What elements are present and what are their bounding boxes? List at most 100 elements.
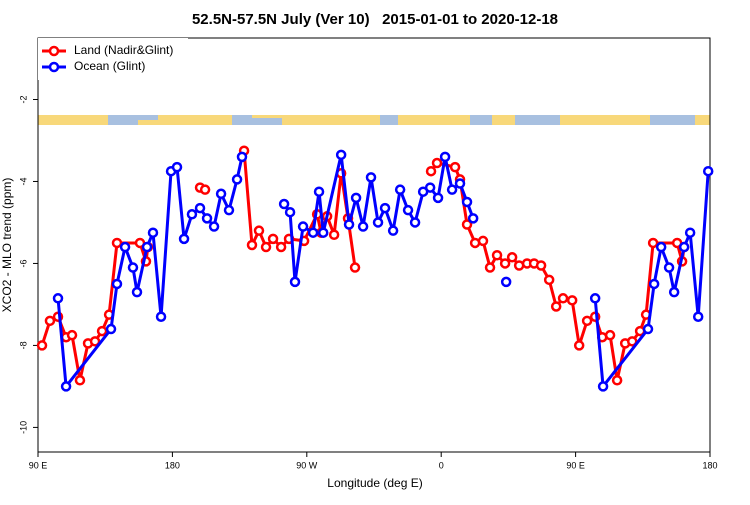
data-point: [387, 225, 399, 236]
data-point: [317, 227, 329, 238]
legend-marker: [48, 61, 60, 73]
data-point: [350, 192, 362, 204]
data-point: [284, 206, 296, 218]
data-point: [535, 260, 547, 271]
data-point: [581, 315, 593, 327]
data-point: [231, 174, 243, 185]
data-point: [155, 311, 167, 322]
data-point: [119, 241, 131, 253]
data-point: [589, 293, 601, 304]
data-point: [461, 196, 473, 208]
data-point: [260, 241, 272, 253]
series-line: [40, 150, 686, 382]
data-point: [394, 184, 406, 195]
data-point: [678, 241, 690, 253]
data-point: [432, 192, 444, 204]
data-point: [461, 219, 473, 230]
data-point: [223, 204, 235, 216]
legend-label: Ocean (Glint): [74, 59, 145, 73]
series-line: [56, 153, 710, 388]
data-point: [74, 375, 86, 386]
data-point: [655, 241, 667, 253]
data-point: [66, 329, 78, 341]
data-point: [89, 336, 101, 347]
chart-title: 52.5N-57.5N July (Ver 10) 2015-01-01 to …: [192, 11, 558, 28]
y-axis-label: XCO2 - MLO trend (ppm): [0, 178, 14, 313]
data-point: [663, 262, 675, 273]
data-point: [52, 293, 64, 304]
data-point: [491, 249, 503, 261]
data-point: [647, 237, 659, 249]
x-tick-label: 0: [439, 460, 444, 470]
data-point: [499, 258, 511, 269]
data-point: [96, 325, 108, 337]
data-point: [60, 381, 72, 392]
data-point: [307, 227, 319, 238]
data-point: [111, 278, 123, 290]
data-point: [289, 276, 301, 288]
data-point: [365, 172, 377, 183]
y-tick-label: -2: [18, 95, 28, 103]
legend-box: [38, 38, 188, 80]
x-axis-label: Longitude (deg E): [327, 476, 422, 490]
data-point: [506, 252, 518, 263]
data-point: [611, 375, 623, 386]
data-point: [566, 295, 578, 306]
data-point: [186, 209, 198, 220]
data-point: [439, 151, 451, 163]
data-point: [111, 237, 123, 249]
y-tick-label: -4: [18, 177, 28, 185]
data-point: [278, 198, 290, 210]
data-point: [328, 229, 340, 241]
data-point: [208, 221, 220, 232]
data-point: [409, 217, 421, 228]
y-tick-label: -10: [18, 421, 28, 434]
data-point: [454, 178, 466, 189]
data-point: [171, 161, 183, 173]
data-point: [194, 202, 206, 214]
x-tick-label: 90 E: [29, 460, 48, 470]
map-strip: [38, 115, 710, 125]
data-point: [467, 213, 479, 224]
x-tick-label: 180: [702, 460, 717, 470]
data-point: [246, 239, 258, 251]
data-point: [477, 235, 489, 247]
legend-label: Land (Nadir&Glint): [74, 43, 173, 57]
data-point: [684, 227, 696, 238]
data-point: [141, 241, 153, 253]
data-point: [105, 323, 117, 335]
data-point: [313, 186, 325, 197]
x-tick-label: 90 W: [296, 460, 318, 470]
data-point: [372, 217, 384, 228]
data-point: [446, 184, 458, 195]
data-point: [147, 227, 159, 238]
data-point: [597, 381, 609, 392]
legend: Land (Nadir&Glint) Ocean (Glint): [38, 38, 188, 80]
data-point: [692, 311, 704, 322]
data-point: [573, 340, 585, 351]
y-tick-label: -8: [18, 341, 28, 349]
data-point: [449, 161, 461, 173]
data-point: [178, 233, 190, 245]
data-point: [253, 225, 265, 236]
data-point: [297, 221, 309, 232]
data-point: [543, 274, 555, 286]
data-point: [349, 262, 361, 273]
data-point: [44, 315, 56, 327]
data-point: [215, 188, 227, 200]
data-point: [127, 262, 139, 273]
data-point: [642, 323, 654, 335]
data-point: [431, 157, 443, 169]
data-point: [668, 286, 680, 298]
data-point: [402, 204, 414, 216]
data-point: [275, 241, 287, 253]
data-point: [425, 165, 437, 177]
data-point: [500, 276, 512, 288]
data-point: [557, 293, 569, 304]
data-point: [335, 149, 347, 161]
data-point: [484, 262, 496, 273]
data-point: [343, 219, 355, 230]
x-tick-label: 90 E: [566, 460, 585, 470]
x-tick-label: 180: [165, 460, 180, 470]
